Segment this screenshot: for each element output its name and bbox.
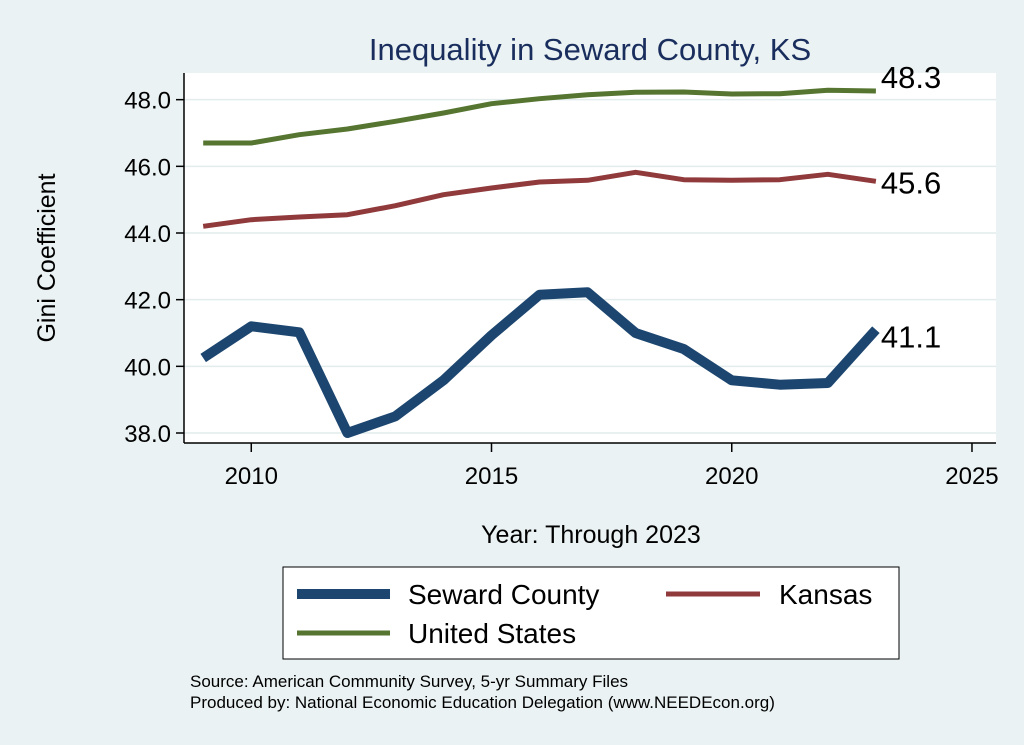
y-tick-label: 40.0: [124, 354, 171, 381]
y-tick-label: 44.0: [124, 221, 171, 248]
y-tick-label: 46.0: [124, 154, 171, 181]
series-line-seward-county: [200, 287, 880, 438]
end-label-united-states: 48.3: [881, 60, 941, 95]
y-axis-title: Gini Coefficient: [33, 173, 61, 342]
x-axis-ticks: 2010 2015 2020 2025: [225, 443, 999, 490]
x-tick-label: 2020: [705, 463, 758, 490]
end-labels: 41.1 45.6 48.3: [881, 60, 941, 355]
series-lines: [200, 87, 880, 438]
source-note: Source: American Community Survey, 5-yr …: [190, 672, 628, 691]
legend-label-united-states: United States: [408, 618, 576, 649]
legend-label-seward-county: Seward County: [408, 579, 599, 610]
legend-label-kansas: Kansas: [779, 579, 872, 610]
x-axis-title: Year: Through 2023: [481, 521, 701, 549]
y-tick-label: 38.0: [124, 421, 171, 448]
x-tick-label: 2025: [945, 463, 998, 490]
y-tick-label: 48.0: [124, 88, 171, 115]
end-label-seward-county: 41.1: [881, 320, 941, 355]
series-line-kansas: [202, 169, 877, 229]
producer-note: Produced by: National Economic Education…: [190, 693, 775, 712]
y-axis-ticks: 38.0 40.0 42.0 44.0 46.0 48.0: [124, 88, 184, 448]
chart-title: Inequality in Seward County, KS: [369, 32, 811, 67]
y-tick-label: 42.0: [124, 288, 171, 315]
x-tick-label: 2010: [225, 463, 278, 490]
plot-area: [184, 73, 996, 443]
x-tick-label: 2015: [465, 463, 518, 490]
end-label-kansas: 45.6: [881, 165, 941, 200]
series-line-united-states: [203, 87, 876, 146]
legend: [282, 566, 900, 660]
